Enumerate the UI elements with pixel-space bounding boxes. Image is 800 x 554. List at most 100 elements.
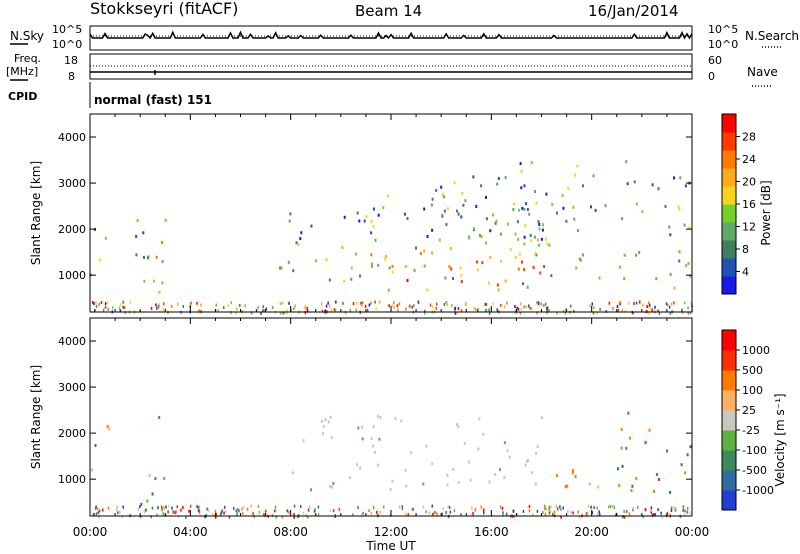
data-cell (154, 477, 157, 481)
data-cell (445, 511, 447, 514)
data-cell (297, 243, 300, 246)
data-cell (536, 509, 539, 513)
data-cell (497, 288, 500, 292)
data-cell (494, 473, 497, 477)
data-cell (223, 505, 226, 509)
data-cell (431, 462, 434, 466)
data-cell (357, 426, 360, 430)
colorbar-segment (722, 240, 736, 259)
data-cell (429, 303, 432, 307)
data-cell (102, 308, 105, 312)
data-cell (352, 302, 355, 306)
time-tick-label: 16:00 (474, 525, 509, 539)
data-cell (143, 279, 146, 283)
data-cell (476, 260, 478, 264)
data-cell (520, 307, 523, 311)
data-cell (673, 506, 675, 510)
data-cell (263, 513, 266, 517)
data-cell (468, 236, 471, 240)
data-cell (293, 504, 296, 508)
time-tick-label: 20:00 (574, 525, 609, 539)
colorbar-frame (721, 329, 737, 511)
data-cell (389, 488, 392, 491)
data-cell (435, 306, 438, 310)
data-cell (508, 455, 511, 459)
data-cell (220, 510, 223, 514)
data-cell (146, 256, 149, 260)
data-cell (573, 309, 575, 313)
data-cell (328, 278, 331, 282)
data-cell (196, 301, 198, 305)
data-cell (519, 162, 522, 166)
data-cell (500, 232, 502, 236)
colorbar-segment (722, 204, 736, 223)
colorbar-segment (722, 490, 736, 511)
data-cell (431, 251, 434, 255)
nsky-tick-top: 10^5 (52, 23, 82, 36)
data-cell (472, 511, 474, 515)
data-cell (198, 509, 201, 513)
data-cell (349, 476, 352, 480)
data-cell (457, 425, 460, 428)
data-cell (172, 510, 174, 514)
data-cell (530, 161, 533, 165)
data-cell (156, 306, 158, 310)
data-cell (540, 237, 543, 241)
data-cell (441, 213, 444, 217)
data-cell (543, 265, 546, 268)
time-tick-label: 12:00 (374, 525, 409, 539)
data-cell (155, 255, 158, 259)
data-cell (320, 302, 323, 306)
data-cell (204, 515, 206, 519)
data-cell (574, 475, 577, 479)
data-cell (456, 311, 458, 315)
data-cell (488, 311, 491, 315)
data-cell (246, 507, 249, 511)
data-cell (460, 280, 463, 283)
data-cell (520, 186, 523, 190)
data-cell (571, 471, 574, 475)
data-cell (517, 307, 520, 311)
data-cell (453, 181, 456, 185)
data-cell (628, 512, 631, 516)
data-cell (150, 515, 152, 519)
data-cell (334, 308, 337, 312)
data-cell (293, 513, 295, 517)
power-ylabel: Slant Range [km] (29, 161, 43, 265)
data-cell (360, 301, 362, 305)
data-cell (182, 506, 184, 509)
data-cell (143, 510, 146, 514)
data-cell (485, 217, 488, 221)
data-cell (683, 223, 686, 227)
data-cell (320, 419, 323, 423)
data-cell (530, 239, 533, 243)
data-cell (480, 184, 483, 188)
data-cell (526, 207, 529, 211)
data-cell (689, 274, 691, 278)
data-cell (648, 303, 651, 307)
data-cell (161, 241, 163, 245)
data-cell (540, 416, 543, 420)
data-cell (548, 511, 551, 515)
data-cell (612, 306, 614, 310)
data-cell (423, 264, 426, 268)
data-cell (564, 485, 567, 489)
data-cell (122, 305, 124, 309)
data-cell (480, 505, 482, 509)
data-cell (545, 302, 547, 306)
data-cell (598, 510, 600, 514)
nave-label: Nave (747, 65, 778, 79)
data-cell (651, 183, 654, 187)
data-cell (572, 205, 575, 209)
data-cell (536, 300, 538, 304)
data-cell (533, 235, 536, 239)
data-cell (678, 250, 681, 254)
y-tick-label: 3000 (58, 381, 86, 394)
data-cell (485, 241, 487, 245)
data-cell (556, 211, 558, 215)
data-cell (158, 290, 161, 294)
data-cell (538, 243, 541, 247)
power-panel: 1000 2000 3000 4000 Slant Range [km] 4 8 12 16… (29, 113, 773, 315)
data-cell (95, 505, 97, 509)
data-cell (655, 473, 658, 476)
